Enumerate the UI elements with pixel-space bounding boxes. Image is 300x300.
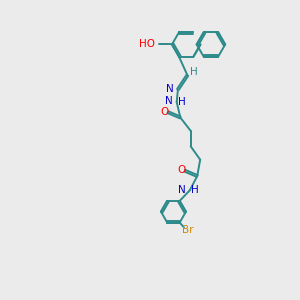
Text: N: N	[165, 96, 172, 106]
Text: H: H	[178, 97, 186, 107]
Text: H: H	[190, 67, 198, 77]
Text: O: O	[160, 106, 168, 116]
Text: N: N	[178, 185, 186, 195]
Text: Br: Br	[182, 225, 193, 235]
Text: O: O	[177, 165, 185, 175]
Text: H: H	[191, 185, 199, 195]
Text: HO: HO	[139, 40, 155, 50]
Text: N: N	[166, 84, 174, 94]
